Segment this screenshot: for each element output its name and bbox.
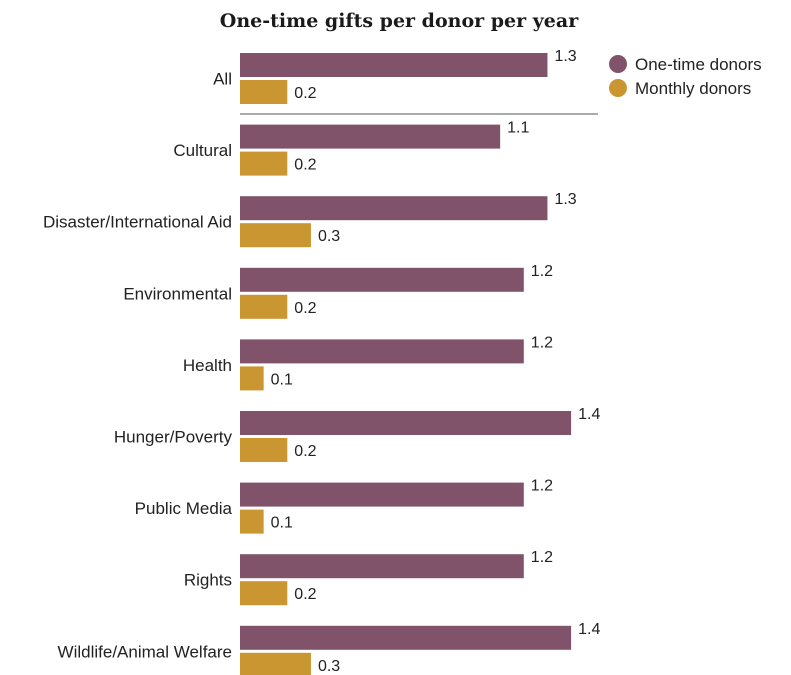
category-label-wildlife-animal-welfare: Wildlife/Animal Welfare — [58, 642, 232, 661]
bar-monthly-donors-public-media — [240, 509, 264, 534]
legend-label-one-time-donors: One-time donors — [635, 55, 762, 74]
value-label-monthly-donors-rights: 0.2 — [294, 586, 316, 603]
value-label-one-time-donors-disaster-international-aid: 1.3 — [554, 191, 576, 208]
bar-one-time-donors-public-media — [240, 482, 524, 507]
category-label-health: Health — [183, 356, 232, 375]
category-label-public-media: Public Media — [135, 499, 233, 518]
chart-title: One-time gifts per donor per year — [220, 10, 579, 32]
value-label-monthly-donors-all: 0.2 — [294, 85, 316, 102]
bar-one-time-donors-health — [240, 339, 524, 364]
value-label-one-time-donors-health: 1.2 — [531, 334, 553, 351]
category-label-disaster-international-aid: Disaster/International Aid — [43, 213, 232, 232]
value-label-one-time-donors-environmental: 1.2 — [531, 263, 553, 280]
value-label-monthly-donors-disaster-international-aid: 0.3 — [318, 228, 340, 245]
bar-one-time-donors-hunger-poverty — [240, 411, 572, 435]
bar-monthly-donors-disaster-international-aid — [240, 223, 311, 248]
legend-label-monthly-donors: Monthly donors — [635, 79, 751, 98]
value-label-monthly-donors-environmental: 0.2 — [294, 300, 316, 317]
bar-monthly-donors-wildlife-animal-welfare — [240, 652, 311, 675]
bar-one-time-donors-environmental — [240, 267, 524, 292]
bar-one-time-donors-disaster-international-aid — [240, 196, 548, 221]
bar-monthly-donors-hunger-poverty — [240, 438, 288, 462]
value-label-one-time-donors-cultural: 1.1 — [507, 120, 529, 137]
value-label-one-time-donors-all: 1.3 — [554, 48, 576, 65]
value-label-monthly-donors-health: 0.1 — [271, 371, 293, 388]
category-label-cultural: Cultural — [173, 141, 232, 160]
legend: One-time donors Monthly donors — [609, 55, 762, 98]
bar-one-time-donors-rights — [240, 554, 524, 579]
legend-marker-one-time-donors — [609, 55, 627, 73]
value-label-monthly-donors-wildlife-animal-welfare: 0.3 — [318, 658, 340, 675]
category-label-environmental: Environmental — [123, 284, 232, 303]
value-label-one-time-donors-rights: 1.2 — [531, 549, 553, 566]
bar-monthly-donors-health — [240, 366, 264, 391]
value-label-monthly-donors-cultural: 0.2 — [294, 157, 316, 174]
value-label-one-time-donors-hunger-poverty: 1.4 — [578, 406, 600, 423]
value-label-monthly-donors-public-media: 0.1 — [271, 515, 293, 532]
category-label-rights: Rights — [184, 571, 232, 590]
bar-one-time-donors-cultural — [240, 124, 501, 149]
value-label-monthly-donors-hunger-poverty: 0.2 — [294, 443, 316, 460]
category-label-all: All — [213, 70, 232, 89]
bar-monthly-donors-all — [240, 80, 288, 104]
bars-layer: All 1.3 0.2 Cultural 1.1 0.2 Disaster/Internat… — [43, 48, 600, 675]
legend-marker-monthly-donors — [609, 79, 627, 97]
bar-one-time-donors-all — [240, 53, 548, 77]
value-label-one-time-donors-public-media: 1.2 — [531, 478, 553, 495]
category-label-hunger-poverty: Hunger/Poverty — [114, 428, 233, 447]
bar-one-time-donors-wildlife-animal-welfare — [240, 625, 572, 650]
bar-monthly-donors-rights — [240, 581, 288, 606]
bar-monthly-donors-cultural — [240, 151, 288, 176]
value-label-one-time-donors-wildlife-animal-welfare: 1.4 — [578, 621, 600, 638]
bar-monthly-donors-environmental — [240, 294, 288, 319]
